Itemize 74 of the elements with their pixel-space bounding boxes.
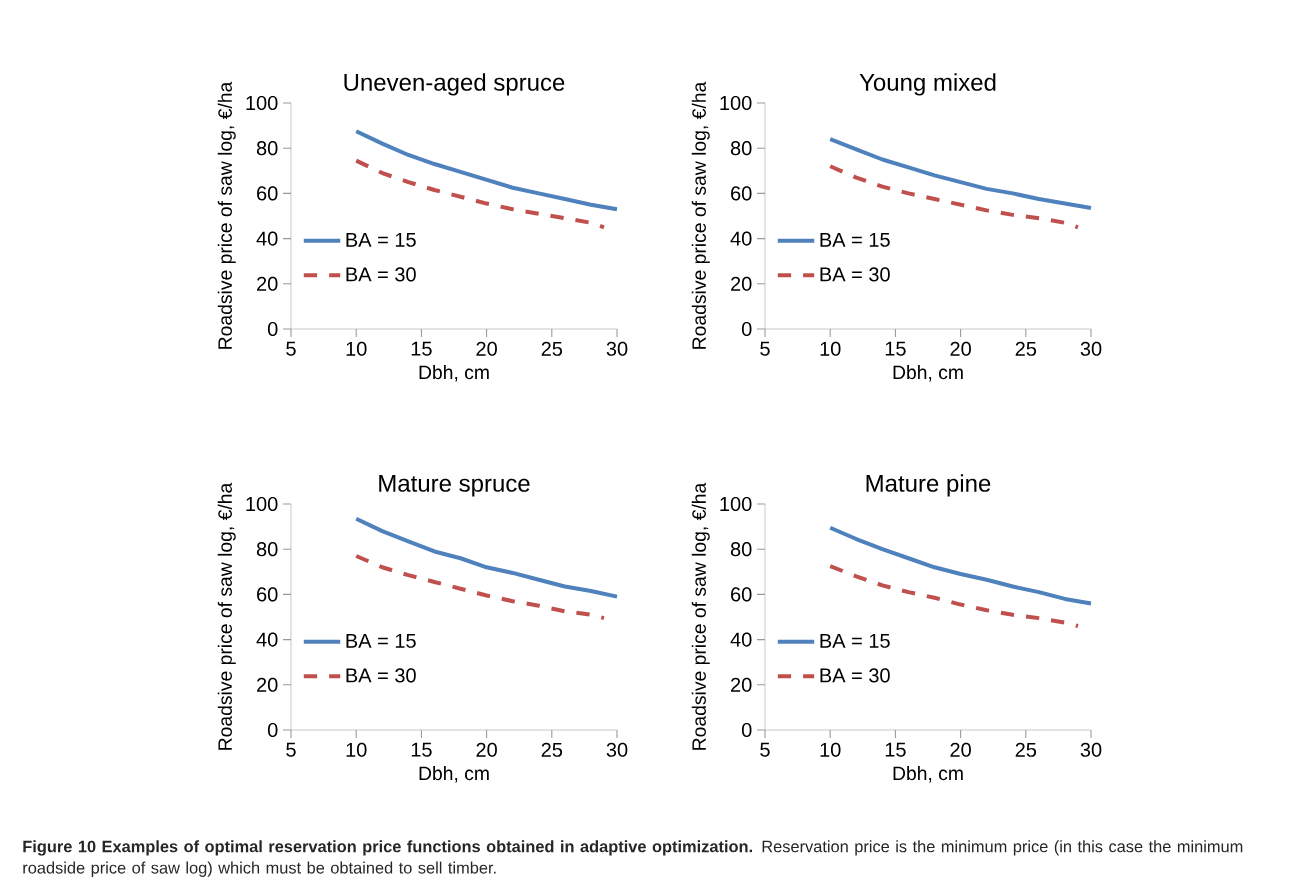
chart-title: Mature pine [866,474,991,497]
x-tick-label: 15 [885,742,906,757]
line-series [354,158,606,230]
x-tick-label: 30 [1080,341,1102,356]
x-tick-label: 5 [760,742,770,757]
x-axis-title: Dbh, cm [419,766,489,783]
x-axis-title: Dbh, cm [893,365,963,382]
y-tick-label: 40 [256,231,278,246]
x-tick-label: 15 [411,742,432,757]
y-tick-label: 60 [257,186,278,201]
line-series [354,516,620,599]
y-tick-label: 40 [730,632,752,647]
y-tick-label: 100 [246,496,278,512]
y-tick-label: 20 [257,677,278,692]
legend-label: BA = 15 [820,232,890,247]
x-tick-label: 20 [476,742,497,757]
x-tick-label: 20 [950,341,971,356]
y-axis-title: Roadsive price of saw log, €/ha [217,81,236,349]
x-tick-label: 20 [950,742,971,757]
legend-label: BA = 15 [820,633,890,648]
x-tick-label: 5 [286,341,296,356]
y-tick-label: 20 [257,276,278,291]
y-tick-label: 0 [741,722,752,738]
y-tick-label: 80 [730,542,752,557]
x-axis-title: Dbh, cm [893,766,963,783]
legend-label: BA = 15 [346,232,416,247]
x-tick-label: 30 [1080,742,1102,757]
chart-title: Young mixed [859,73,996,96]
x-tick-label: 30 [606,742,628,757]
text: Figure 10 Examples of optimal reservation price functions obtained in adaptive optimization. Reservation price is the minimum price (in this case the minimum roadside price of saw log) which must be obtained to sell timber. [23,840,1243,877]
chart-title: Mature spruce [379,475,530,497]
y-tick-label: 100 [720,496,752,512]
y-tick-label: 20 [731,677,752,692]
y-axis-title: Roadsive price of saw log, €/ha [691,81,710,349]
x-tick-label: 15 [411,341,432,356]
x-tick-label: 5 [760,341,770,356]
legend-label: BA = 30 [820,668,890,683]
y-tick-label: 80 [256,141,278,156]
y-tick-label: 20 [731,276,752,291]
legend-label: BA = 30 [346,267,416,282]
y-tick-label: 80 [730,141,752,156]
x-tick-label: 25 [1015,341,1037,356]
line-series [828,564,1080,629]
y-tick-label: 100 [720,95,752,111]
x-axis-title: Dbh, cm [419,365,489,382]
y-tick-label: 80 [256,542,278,557]
x-tick-label: 25 [1015,742,1037,757]
y-tick-label: 40 [256,632,278,647]
x-tick-label: 25 [541,341,563,356]
x-tick-label: 10 [820,742,841,757]
x-tick-label: 30 [606,341,628,356]
y-tick-label: 0 [741,321,752,337]
legend-label: BA = 15 [346,633,416,648]
x-tick-label: 10 [820,341,841,356]
x-tick-label: 15 [885,341,906,356]
legend-label: BA = 30 [346,668,416,683]
y-axis-title: Roadsive price of saw log, €/ha [217,482,236,750]
y-axis-title: Roadsive price of saw log, €/ha [691,482,710,750]
x-tick-label: 25 [541,742,563,757]
y-tick-label: 0 [267,722,278,738]
x-tick-label: 10 [346,742,367,757]
y-tick-label: 60 [257,587,278,602]
x-tick-label: 20 [476,341,497,356]
x-tick-label: 10 [346,341,367,356]
y-tick-label: 0 [267,321,278,337]
y-tick-label: 60 [731,186,752,201]
legend-label: BA = 30 [820,267,890,282]
x-tick-label: 5 [286,742,296,757]
line-series [354,553,606,621]
y-tick-label: 60 [731,587,752,602]
y-tick-label: 40 [730,231,752,246]
line-series [828,525,1093,606]
y-tick-label: 100 [246,95,278,111]
chart-title: Uneven-aged spruce [344,73,565,96]
